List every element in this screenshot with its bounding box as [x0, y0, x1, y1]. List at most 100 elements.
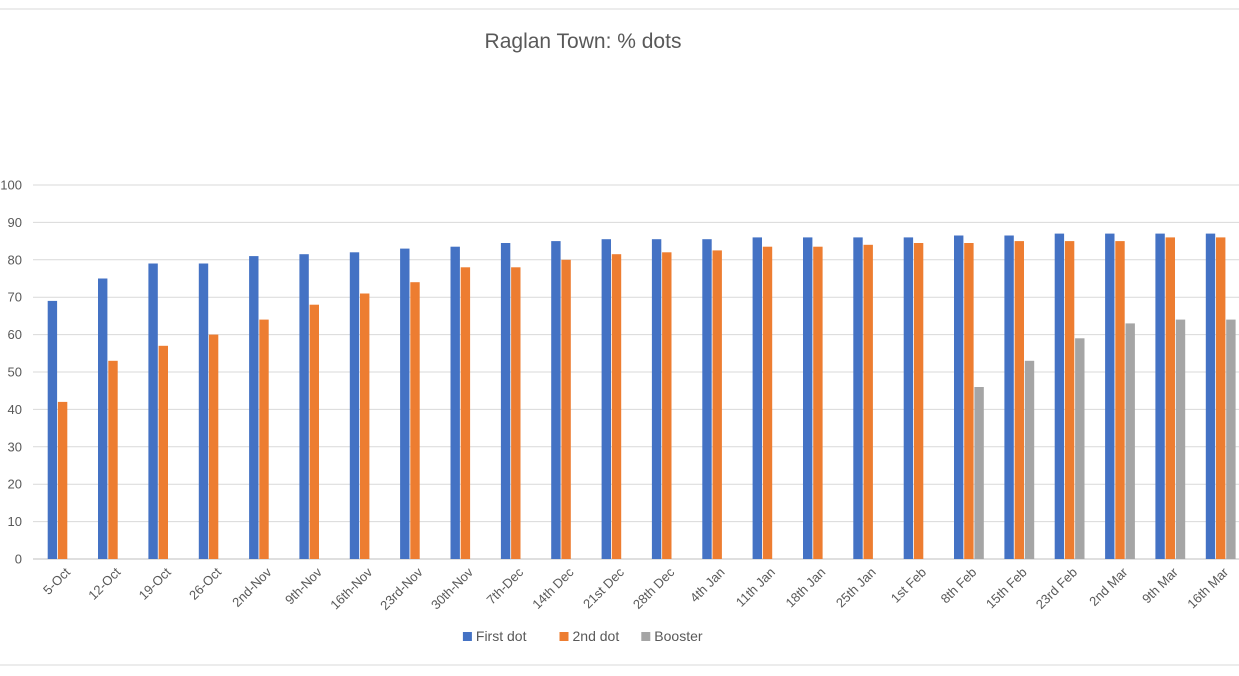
bar-2nd-dot — [158, 345, 168, 559]
bar-group — [450, 246, 471, 559]
bar-first-dot — [601, 239, 611, 559]
bar-2nd-dot — [208, 334, 219, 559]
x-axis: 5-Oct 12-Oct 19-Oct 26-Oct 2nd-Nov 9th-Nov 16t… — [40, 564, 1232, 613]
bar-first-dot — [1004, 235, 1014, 559]
bar-2nd-dot — [712, 250, 722, 559]
bar-2nd-dot — [259, 319, 269, 559]
x-tick-label: 23rd Feb — [1033, 565, 1080, 612]
y-tick-label: 40 — [8, 402, 22, 417]
x-tick-label: 23rd-Nov — [377, 564, 426, 613]
bar-first-dot — [551, 241, 561, 559]
bar-2nd-dot — [57, 401, 68, 559]
x-tick-label: 16th Mar — [1184, 564, 1231, 611]
bar-first-dot — [752, 237, 762, 559]
bar-group — [752, 237, 773, 559]
bar-2nd-dot — [1165, 237, 1175, 559]
bar-group — [148, 263, 168, 559]
bar-first-dot — [299, 254, 309, 559]
bar-booster — [974, 387, 984, 559]
bar-group — [299, 254, 319, 559]
bar-2nd-dot — [360, 293, 370, 559]
y-axis: 0 10 20 30 40 50 60 70 80 90 100 — [0, 178, 22, 567]
y-tick-label: 90 — [8, 215, 22, 230]
x-tick-label: 9th Mar — [1139, 564, 1181, 606]
bar-group — [349, 252, 370, 560]
x-tick-label: 9th-Nov — [282, 564, 325, 607]
x-tick-label: 4th Jan — [687, 565, 728, 606]
bar-group — [1054, 233, 1085, 559]
gridlines — [33, 184, 1239, 560]
bar-group — [903, 237, 924, 559]
bar-first-dot — [853, 237, 863, 559]
bar-2nd-dot — [511, 267, 521, 559]
x-tick-label: 18th Jan — [782, 565, 828, 611]
bar-2nd-dot — [762, 246, 773, 559]
bar-first-dot — [651, 239, 662, 559]
legend-item: 2nd dot — [559, 628, 620, 644]
bar-group — [400, 248, 420, 559]
bar-first-dot — [1054, 233, 1065, 559]
bar-booster — [1125, 323, 1135, 559]
y-tick-label: 60 — [8, 327, 22, 342]
bar-first-dot — [400, 248, 410, 559]
y-tick-label: 20 — [8, 477, 22, 492]
bar-2nd-dot — [863, 244, 873, 560]
chart-title: Raglan Town: % dots — [485, 30, 682, 53]
bar-2nd-dot — [1064, 241, 1075, 559]
bar-2nd-dot — [561, 259, 571, 559]
bar-first-dot — [500, 243, 511, 559]
bar-group — [249, 256, 269, 559]
x-tick-label: 26-Oct — [186, 564, 224, 602]
legend-swatch — [641, 632, 651, 641]
x-tick-label: 19-Oct — [136, 564, 174, 602]
bar-group — [1155, 233, 1186, 559]
x-tick-label: 2nd Mar — [1086, 564, 1131, 609]
bar-group — [1205, 233, 1236, 559]
bar-group — [47, 300, 68, 559]
bar-group — [98, 278, 118, 559]
bar-2nd-dot — [662, 252, 672, 560]
x-tick-label: 30th-Nov — [428, 564, 476, 612]
bar-first-dot — [1105, 233, 1115, 559]
bar-2nd-dot — [1014, 241, 1024, 559]
bar-first-dot — [249, 256, 259, 559]
bar-group — [702, 239, 722, 559]
x-tick-label: 12-Oct — [85, 564, 123, 602]
x-tick-label: 11th Jan — [733, 565, 778, 610]
x-tick-label: 15th Feb — [983, 565, 1030, 612]
x-tick-label: 14th Dec — [529, 564, 577, 612]
bar-booster — [1024, 360, 1035, 559]
bar-group — [954, 235, 984, 559]
bar-group — [1105, 233, 1135, 559]
bar-2nd-dot — [611, 254, 622, 559]
bar-first-dot — [903, 237, 914, 559]
bar-first-dot — [702, 239, 712, 559]
bar-group — [551, 241, 571, 559]
x-tick-label: 16th-Nov — [327, 564, 375, 612]
bar-first-dot — [98, 278, 108, 559]
bar-2nd-dot — [964, 243, 974, 559]
bar-2nd-dot — [1115, 241, 1125, 559]
legend-swatch — [462, 632, 472, 641]
bar-first-dot — [148, 263, 158, 559]
bar-booster — [1226, 319, 1236, 559]
x-tick-label: 21st Dec — [580, 564, 627, 611]
bar-2nd-dot — [410, 282, 420, 559]
bar-2nd-dot — [309, 304, 319, 559]
x-tick-label: 5-Oct — [40, 564, 73, 597]
bar-group — [651, 239, 672, 560]
bar-first-dot — [349, 252, 360, 560]
legend-item: First dot — [462, 628, 527, 644]
legend-label: First dot — [476, 628, 527, 644]
bar-first-dot — [1155, 233, 1165, 559]
legend: First dot 2nd dot Booster — [462, 628, 703, 644]
bar-group — [803, 237, 823, 559]
bar-2nd-dot — [913, 243, 924, 559]
legend-label: 2nd dot — [573, 628, 620, 644]
bars — [47, 233, 1236, 560]
y-tick-label: 100 — [0, 178, 22, 193]
bar-2nd-dot — [813, 246, 823, 559]
bar-booster — [1175, 319, 1186, 559]
legend-label: Booster — [654, 628, 703, 644]
